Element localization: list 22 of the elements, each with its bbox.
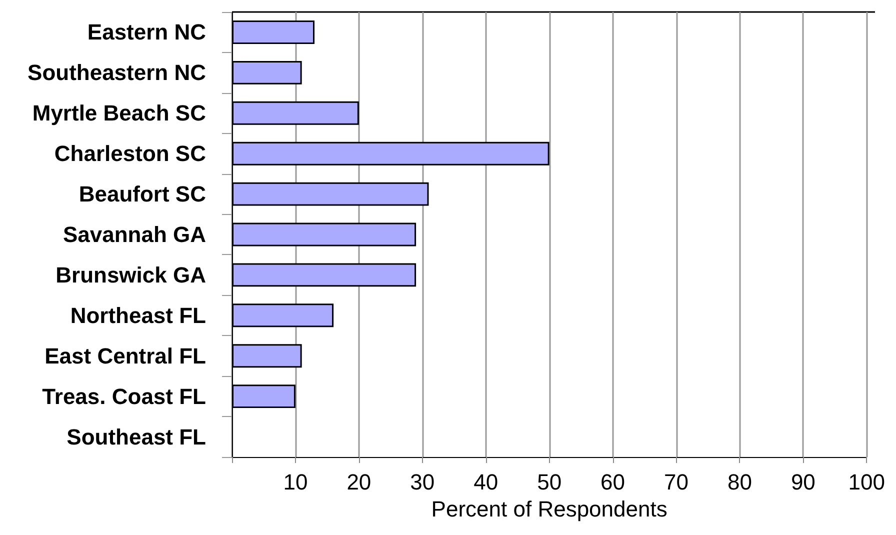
x-tick-label: 20	[346, 470, 372, 494]
x-tick-label: 70	[664, 470, 688, 494]
x-tick-label: 60	[600, 470, 626, 494]
x-tick-label: 100	[848, 470, 886, 494]
x-tick-label: 90	[790, 470, 816, 494]
x-axis-title: Percent of Respondents	[431, 496, 668, 522]
y-tick-label: Beaufort SC	[78, 182, 206, 207]
y-tick-label: Savannah GA	[62, 222, 206, 247]
y-tick-label: Treas. Coast FL	[42, 384, 206, 409]
y-tick-label: Charleston SC	[54, 141, 206, 166]
x-tick-label: 10	[283, 470, 308, 494]
x-tick-label: 40	[474, 470, 498, 494]
y-tick-label: Eastern NC	[87, 20, 206, 45]
y-tick-label: Brunswick GA	[56, 262, 206, 288]
x-tick-label: 80	[727, 470, 752, 494]
y-tick-label: Myrtle Beach SC	[32, 100, 206, 126]
x-tick-label: 30	[410, 470, 435, 494]
x-tick-label: 50	[537, 470, 562, 494]
y-tick-label: Southeastern NC	[28, 60, 206, 86]
y-tick-label: Southeast FL	[66, 424, 206, 450]
y-tick-label: East Central FL	[44, 343, 206, 368]
y-tick-label: Northeast FL	[70, 302, 206, 328]
